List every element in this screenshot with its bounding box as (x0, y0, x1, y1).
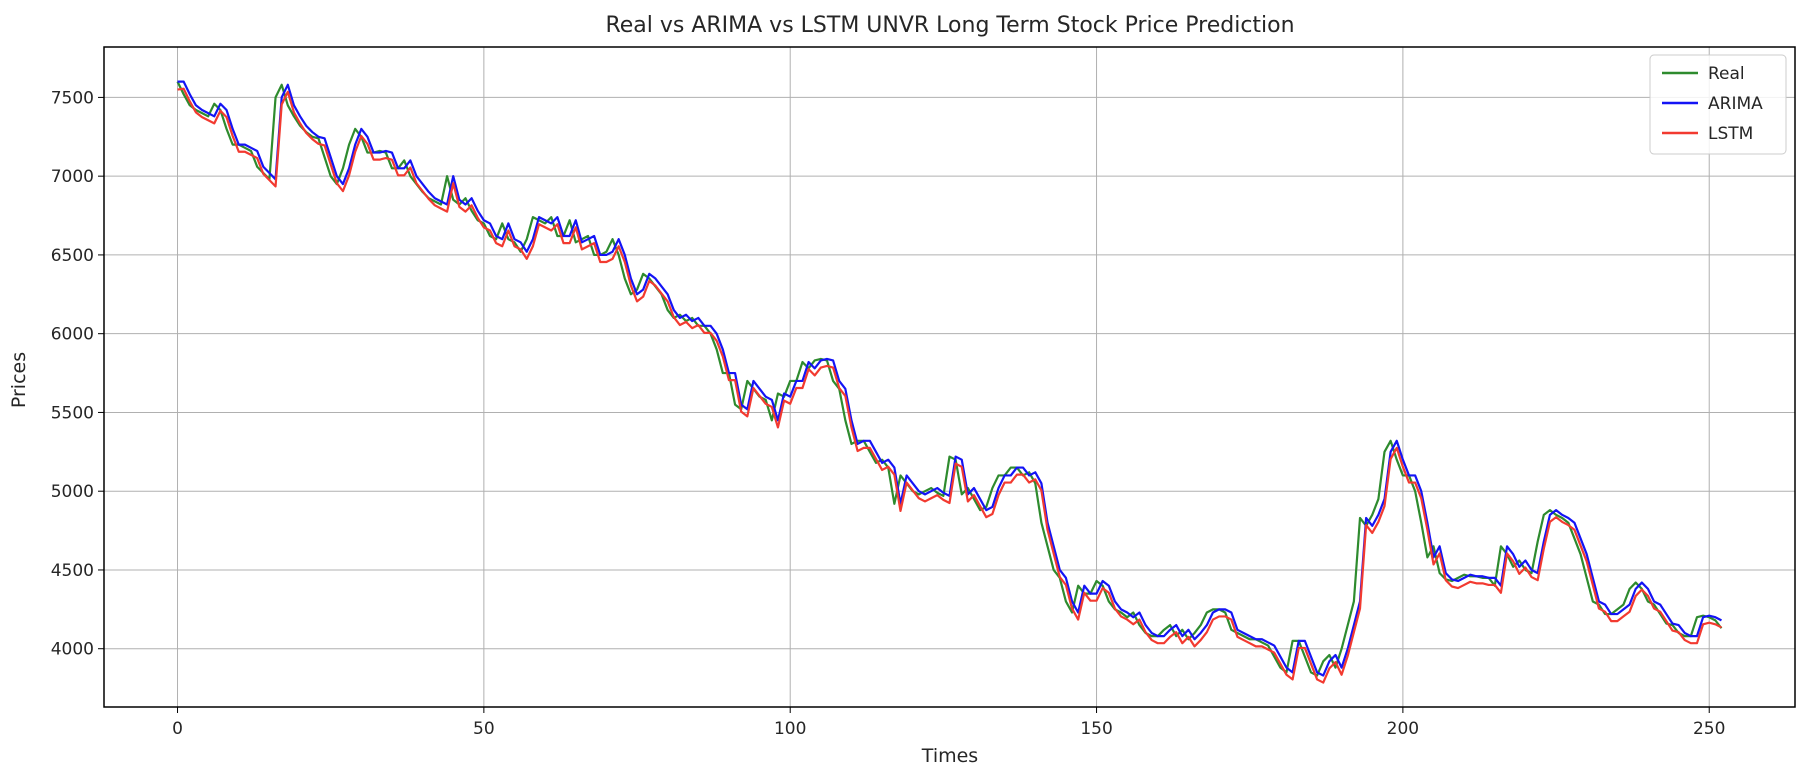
plot-frame (103, 46, 1796, 708)
y-tick-label: 6000 (51, 325, 94, 345)
grid (104, 47, 1795, 707)
x-tick-label: 100 (774, 719, 806, 739)
x-tick-label: 200 (1387, 719, 1419, 739)
chart-title: Real vs ARIMA vs LSTM UNVR Long Term Sto… (605, 13, 1294, 38)
x-ticks: 0 50 100 150 200 250 (172, 707, 1725, 739)
x-tick-label: 0 (172, 719, 183, 739)
x-tick-label: 250 (1693, 719, 1725, 739)
y-tick-label: 4500 (51, 561, 94, 581)
x-axis-label: Times (921, 745, 978, 767)
series-group (176, 80, 1723, 684)
legend-box (1649, 54, 1787, 155)
y-tick-label: 5000 (51, 482, 94, 502)
legend: Real ARIMA LSTM (1649, 54, 1787, 155)
x-tick-label: 50 (473, 719, 495, 739)
series-line-real (176, 81, 1723, 677)
y-axis-label: Prices (8, 352, 30, 408)
y-tick-label: 5500 (51, 403, 94, 423)
y-tick-label: 7000 (51, 167, 94, 187)
legend-label-real: Real (1708, 64, 1745, 84)
y-ticks: 4000 4500 5000 5500 6000 6500 7000 7500 (51, 88, 104, 660)
legend-label-arima: ARIMA (1708, 94, 1763, 114)
series-line-lstm (177, 87, 1722, 684)
y-tick-label: 7500 (51, 88, 94, 108)
y-tick-label: 4000 (51, 640, 94, 660)
legend-label-lstm: LSTM (1708, 124, 1753, 144)
x-tick-label: 150 (1080, 719, 1112, 739)
y-tick-label: 6500 (51, 246, 94, 266)
